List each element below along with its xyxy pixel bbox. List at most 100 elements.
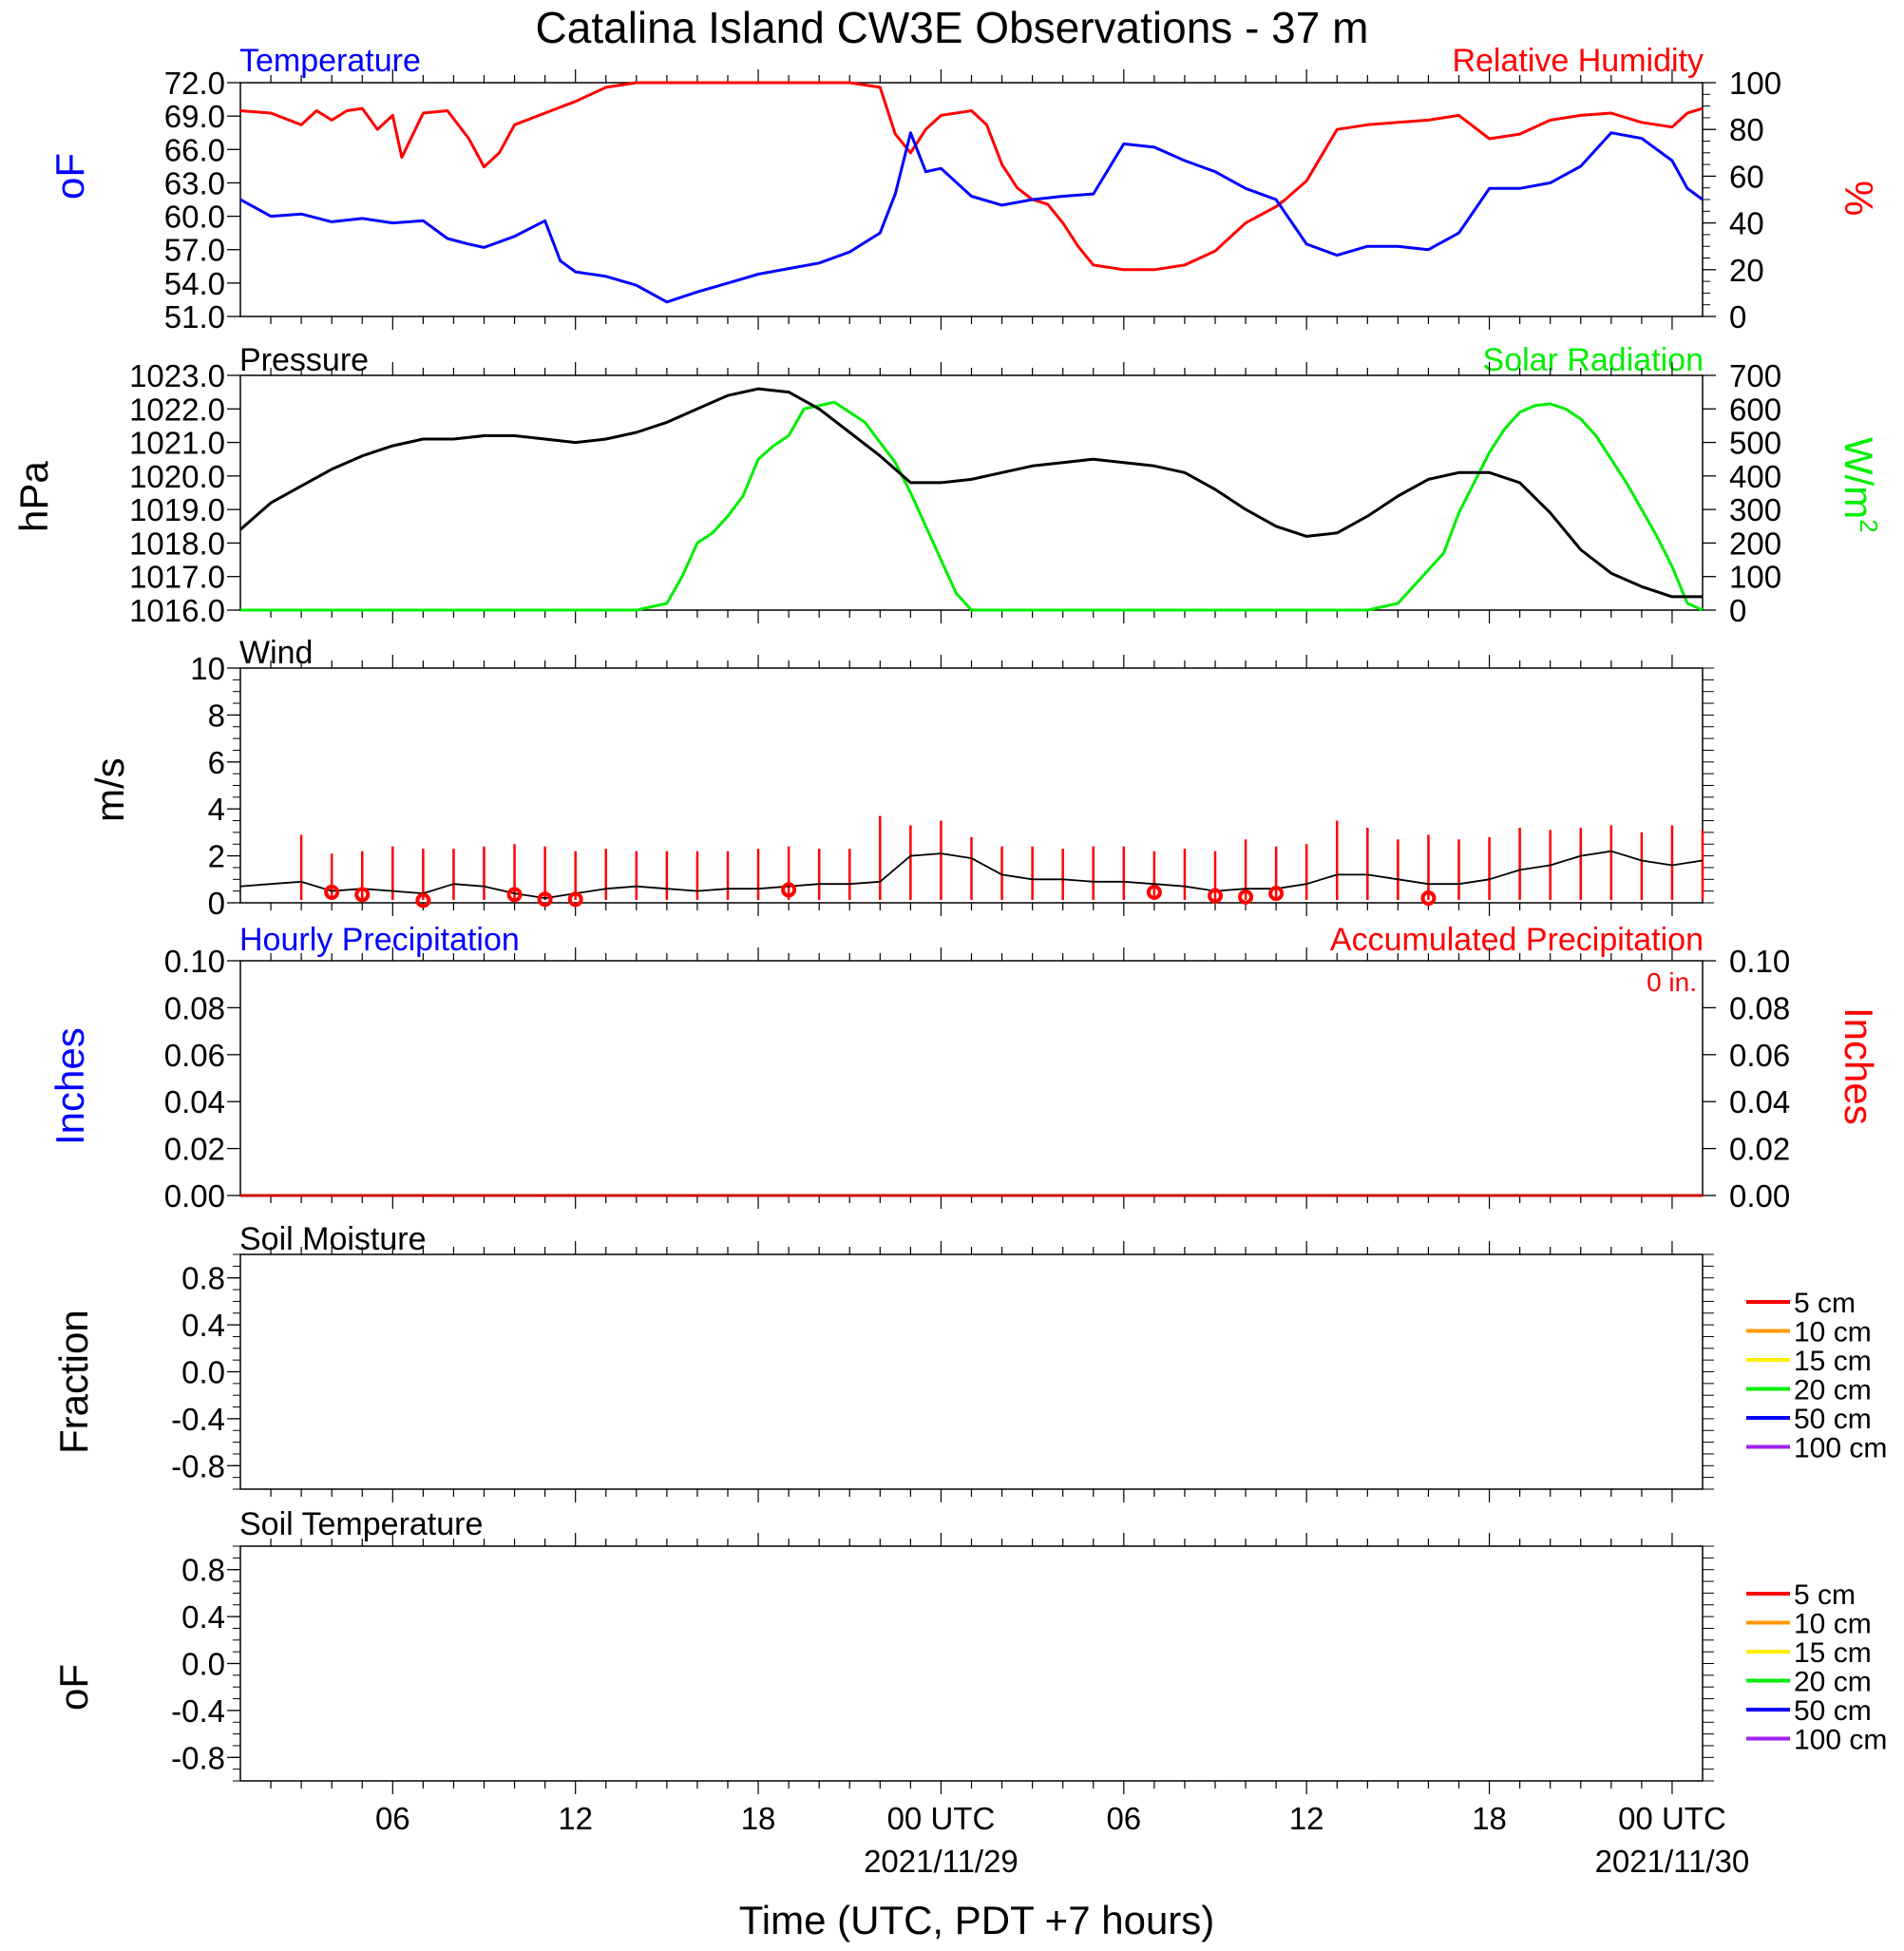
wind-calm-marker [781,882,797,898]
humidity-line [239,81,1704,272]
x-tick-label: 12 [1289,1801,1324,1836]
solar-y2tick-label: 300 [1729,492,1781,527]
soil-moisture-panel-ytick-label: 0.4 [181,1308,225,1343]
precip-left-unit: Inches [48,1027,92,1145]
figure-text: Catalina Island CW3E Observations - 37 m… [11,3,1883,1942]
pressure-ytick-label: 1023.0 [129,358,225,393]
soil-temp-panel-legend-label: 10 cm [1794,1609,1872,1640]
rh-y2tick-label: 40 [1729,206,1764,241]
wind-ytick-label: 2 [208,839,225,874]
figure-title: Catalina Island CW3E Observations - 37 m [536,3,1369,52]
x-tick-label: 00 UTC [887,1801,996,1836]
wind-calm-marker [506,887,523,903]
precip-total-label: 0 in. [1647,967,1697,997]
temp-ytick-label: 60.0 [164,200,225,235]
soil-temp-panel-ytick-label: 0.0 [181,1647,225,1682]
pressure-ytick-label: 1022.0 [129,392,225,427]
precip-ytick-label: 0.10 [164,944,225,979]
temperature-line [239,131,1704,304]
wind-ytick-label: 10 [190,651,225,686]
soil-moisture-panel-ytick-label: 0.8 [181,1261,225,1296]
precip-accum-y2tick-label: 0.06 [1729,1038,1790,1073]
soil-moisture-panel-legend-label: 15 cm [1794,1346,1872,1377]
pressure-title: Pressure [239,342,369,378]
pressure-ytick-label: 1017.0 [129,560,225,595]
soil-temp-panel-ytick-label: 0.4 [181,1599,225,1635]
precip-accum-y2tick-label: 0.08 [1729,990,1790,1025]
pressure-ytick-label: 1019.0 [129,492,225,527]
soil-temp-panel-ytick-label: -0.4 [171,1693,225,1729]
x-tick-label: 12 [558,1801,593,1836]
humidity-unit: % [1837,181,1881,216]
x-tick-date: 2021/11/30 [1595,1844,1750,1879]
soil-temp-panel-legend-label: 20 cm [1794,1667,1872,1698]
wind-calm-marker [1146,884,1162,900]
wind-ytick-label: 4 [208,792,225,827]
soil-temp-panel-legend-label: 50 cm [1794,1695,1872,1727]
precip-right-unit: Inches [1837,1007,1881,1125]
soil-moisture-panel-frame [239,1253,1704,1490]
pressure-ytick-label: 1020.0 [129,459,225,494]
solar-unit-sup: 2 [1855,519,1883,532]
soil-moisture-panel-legend-label: 50 cm [1794,1404,1872,1435]
precip-ytick-label: 0.06 [164,1038,225,1073]
solar-radiation-line [240,400,1704,612]
solar-y2tick-label: 500 [1729,426,1781,461]
rh-y2tick-label: 0 [1729,299,1746,335]
solar-y2tick-label: 100 [1729,560,1781,595]
soil-temp-panel-frame [239,1545,1704,1782]
wind-title: Wind [239,635,313,671]
precip-accum-y2tick-label: 0.04 [1729,1084,1790,1119]
wind-calm-marker [1238,889,1254,905]
precip-ytick-label: 0.00 [164,1178,225,1214]
x-axis-label: Time (UTC, PDT +7 hours) [739,1898,1215,1942]
soil-temp-panel-legend-label: 15 cm [1794,1637,1872,1669]
temp-ytick-label: 57.0 [164,233,225,268]
wind-calm-marker [324,884,340,900]
soil-temp-title: Soil Temperature [239,1506,483,1542]
temp-ytick-label: 54.0 [164,266,225,301]
solar-y2tick-label: 200 [1729,526,1781,561]
hourly-precip-title: Hourly Precipitation [239,922,520,958]
solar-y2tick-label: 400 [1729,459,1781,494]
pressure-unit: hPa [11,461,56,532]
pressure-ytick-label: 1018.0 [129,526,225,561]
pressure-ytick-label: 1021.0 [129,426,225,461]
x-tick-label: 18 [1472,1801,1507,1836]
wind-ytick-label: 0 [208,886,225,921]
wind-calm-marker [1268,886,1285,902]
pressure-ytick-label: 1016.0 [129,593,225,628]
precip-accum-y2tick-label: 0.00 [1729,1178,1790,1214]
solar-y2tick-label: 700 [1729,358,1781,393]
soil-moisture-panel-ytick-label: -0.8 [171,1448,225,1483]
wind-ytick-label: 6 [208,745,225,780]
precip-ytick-label: 0.04 [164,1084,225,1119]
x-tick-label: 18 [741,1801,776,1836]
soil-moisture-panel-ytick-label: -0.4 [171,1402,225,1437]
humidity-title: Relative Humidity [1452,43,1704,79]
precip-accum-y2tick-label: 0.10 [1729,944,1790,979]
soil-moisture-panel-ytick-label: 0.0 [181,1355,225,1390]
rh-y2tick-label: 100 [1729,66,1781,101]
soil-temp-panel-ytick-label: -0.8 [171,1740,225,1775]
soil-moisture-panel-legend-label: 5 cm [1794,1288,1856,1319]
solar-unit: W/m2 [1837,437,1883,533]
soil-moisture-title: Soil Moisture [239,1221,427,1257]
solar-unit-base: W/m [1837,437,1881,519]
temp-ytick-label: 66.0 [164,132,225,167]
solar-y2tick-label: 0 [1729,593,1746,628]
wind-calm-marker [415,892,431,909]
wind-calm-marker [537,891,553,908]
wind-calm-marker [354,887,371,903]
soil-moisture-panel-legend-label: 10 cm [1794,1317,1872,1348]
temp-ytick-label: 69.0 [164,99,225,134]
x-tick-label: 06 [375,1801,410,1836]
rh-y2tick-label: 60 [1729,159,1764,194]
precip-ytick-label: 0.02 [164,1132,225,1167]
temp-ytick-label: 63.0 [164,165,225,201]
x-tick-date: 2021/11/29 [864,1844,1019,1879]
rh-y2tick-label: 80 [1729,112,1764,147]
precip-panel-frame [239,960,1704,1196]
wind-unit: m/s [87,757,132,822]
precip-ytick-label: 0.08 [164,990,225,1025]
